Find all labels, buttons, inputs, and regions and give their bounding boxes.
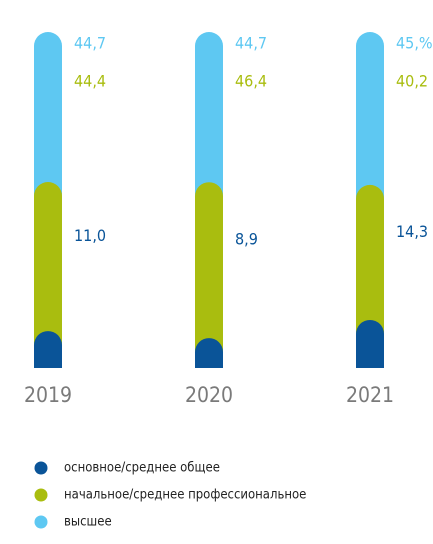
value-label: 40,2 xyxy=(396,72,428,91)
bar-base xyxy=(356,354,384,368)
bar-segment xyxy=(195,182,223,368)
x-tick-label: 2019 xyxy=(24,383,72,407)
value-label: 8,9 xyxy=(235,230,258,249)
legend-swatch xyxy=(34,515,48,529)
legend-swatch xyxy=(34,461,48,475)
legend-label: высшее xyxy=(64,515,112,530)
value-label: 46,4 xyxy=(235,72,267,91)
value-label: 14,3 xyxy=(396,222,428,241)
legend-swatch xyxy=(34,488,48,502)
value-label: 45,% xyxy=(396,34,433,53)
x-tick-label: 2020 xyxy=(185,383,233,407)
x-tick-label: 2021 xyxy=(346,383,394,407)
value-label: 11,0 xyxy=(74,226,106,245)
bar-segment xyxy=(34,182,62,368)
legend-label: основное/среднее общее xyxy=(64,461,220,476)
bar-base xyxy=(195,354,223,368)
legend-label: начальное/среднее профессиональное xyxy=(64,488,306,503)
bar-base xyxy=(34,354,62,368)
value-label: 44,7 xyxy=(235,34,267,53)
value-label: 44,7 xyxy=(74,34,106,53)
value-label: 44,4 xyxy=(74,72,106,91)
